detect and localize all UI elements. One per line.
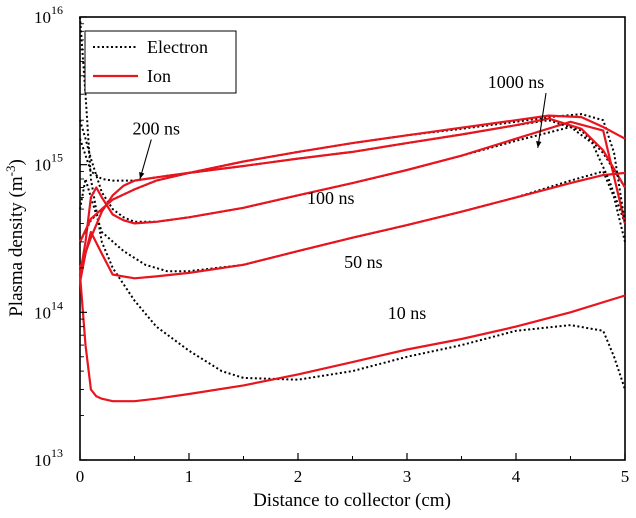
annotation-50ns-label: 50 ns <box>344 252 383 272</box>
series-10ns-ion-line <box>78 274 626 403</box>
x-axis-title: Distance to collector (cm) <box>253 490 451 511</box>
annotations: 10 ns 50 ns 100 ns 200 ns 1000 ns <box>133 72 547 323</box>
annotation-200ns-arrow <box>139 139 152 180</box>
axis-ticks: 0 1 2 3 4 5 1013 1014 1015 1016 <box>34 3 629 486</box>
annotation-1000ns-arrow <box>537 93 547 148</box>
series-1000ns-ion-line <box>79 114 626 243</box>
annotation-10ns-label: 10 ns <box>388 303 427 323</box>
annotation-1000ns-arrowhead <box>536 141 542 148</box>
series-200ns-ion-line <box>78 117 626 269</box>
y-tick-label: 1015 <box>34 151 63 175</box>
legend: Electron Ion <box>84 30 237 94</box>
series-layer <box>78 16 627 403</box>
series-10ns-electron-line <box>79 16 626 390</box>
annotation-100ns-label: 100 ns <box>307 188 355 208</box>
annotation-1000ns-label: 1000 ns <box>488 72 545 92</box>
y-tick-label: 1014 <box>34 298 63 322</box>
annotation-200ns-label: 200 ns <box>133 119 181 139</box>
series-50ns-ion-line <box>78 171 626 283</box>
x-tick-label: 0 <box>76 467 85 486</box>
y-axis-title: Plasma density (m-3) <box>3 159 27 317</box>
series-100ns-ion-line <box>78 120 627 275</box>
annotation-200ns-arrowhead <box>139 172 145 179</box>
x-tick-label: 4 <box>512 467 521 486</box>
legend-electron-label: Electron <box>147 37 208 57</box>
legend-ion-label: Ion <box>147 66 171 86</box>
x-tick-label: 3 <box>403 467 412 486</box>
x-tick-label: 5 <box>621 467 630 486</box>
y-tick-label: 1016 <box>34 3 63 27</box>
x-tick-label: 1 <box>185 467 194 486</box>
y-tick-label: 1013 <box>34 446 63 470</box>
x-tick-label: 2 <box>294 467 303 486</box>
series-1000ns-electron-line <box>79 113 626 243</box>
legend-box <box>84 30 237 94</box>
